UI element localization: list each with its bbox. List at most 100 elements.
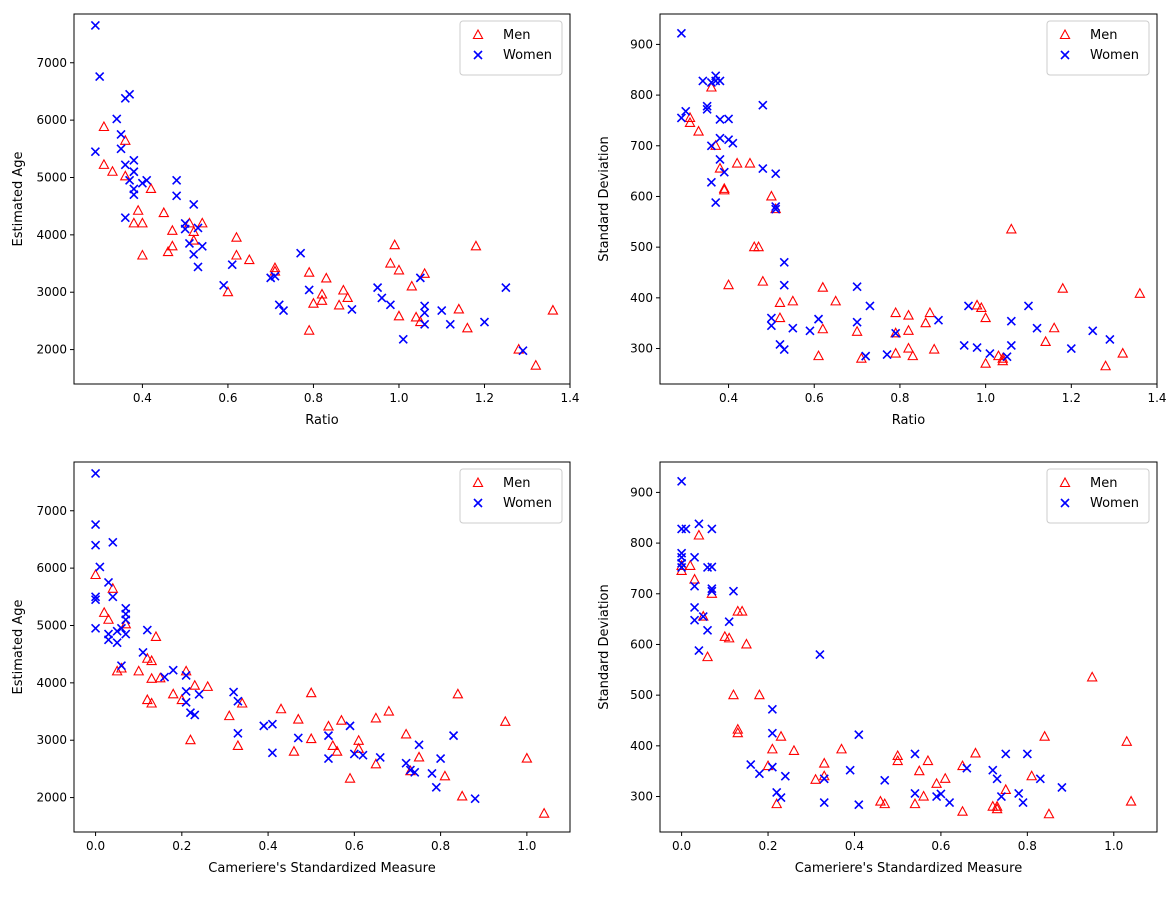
men-marker xyxy=(158,206,170,218)
men-marker xyxy=(718,184,730,195)
women-marker xyxy=(719,167,729,177)
women-marker xyxy=(779,344,789,355)
markers xyxy=(676,476,1137,819)
men-marker xyxy=(413,751,425,762)
y-tick-label: 7000 xyxy=(36,504,67,518)
women-marker xyxy=(415,273,425,283)
women-marker xyxy=(715,154,725,165)
men-marker xyxy=(771,797,783,809)
y-tick-label: 5000 xyxy=(36,618,67,632)
women-marker xyxy=(90,20,100,31)
men-marker xyxy=(753,688,765,700)
women-marker xyxy=(985,349,995,359)
women-marker xyxy=(323,731,334,741)
men-marker xyxy=(736,605,748,616)
women-marker xyxy=(715,76,725,86)
x-tick-label: 1.2 xyxy=(475,391,494,405)
women-marker xyxy=(819,798,829,808)
men-marker xyxy=(1086,671,1098,682)
men-marker xyxy=(167,688,179,699)
women-marker xyxy=(880,775,890,785)
women-marker xyxy=(706,141,716,151)
women-marker xyxy=(1105,334,1115,344)
women-marker xyxy=(137,178,147,188)
markers xyxy=(676,28,1146,371)
plot-area xyxy=(73,13,571,385)
men-marker xyxy=(120,618,132,629)
men-marker xyxy=(90,568,102,580)
women-marker xyxy=(779,280,789,290)
men-marker xyxy=(835,743,848,754)
men-marker xyxy=(189,679,201,690)
women-marker xyxy=(767,728,777,738)
legend-women-marker xyxy=(1060,498,1070,508)
legend-men-label: Men xyxy=(1090,476,1117,491)
x-tick-label: 1.4 xyxy=(560,391,579,405)
men-marker xyxy=(303,324,315,335)
x-tick-label: 0.4 xyxy=(845,839,864,853)
men-marker xyxy=(997,355,1009,366)
women-marker xyxy=(121,629,131,639)
women-marker xyxy=(233,696,243,706)
legend-box xyxy=(1046,468,1150,524)
women-marker xyxy=(681,524,691,534)
y-tick-label: 6000 xyxy=(36,113,67,127)
women-marker xyxy=(972,342,982,353)
men-marker xyxy=(393,310,405,321)
men-marker xyxy=(774,296,786,307)
women-marker xyxy=(805,326,815,336)
women-marker xyxy=(90,540,101,550)
men-marker xyxy=(461,322,473,333)
women-marker xyxy=(160,672,170,682)
women-marker xyxy=(270,271,280,281)
y-axis-label: Standard Deviation xyxy=(597,136,612,261)
men-marker xyxy=(928,343,940,354)
men-marker xyxy=(456,790,468,801)
women-marker xyxy=(193,262,203,272)
y-axis-label: Estimated Age xyxy=(11,152,26,247)
women-marker xyxy=(193,223,203,233)
women-marker xyxy=(771,169,781,179)
men-marker xyxy=(393,264,405,275)
women-marker xyxy=(293,733,303,743)
women-marker xyxy=(184,238,195,249)
women-marker xyxy=(377,293,387,303)
markers xyxy=(90,20,559,370)
y-tick-label: 2000 xyxy=(36,791,67,805)
women-marker xyxy=(95,71,105,82)
women-marker xyxy=(910,749,920,759)
women-marker xyxy=(996,791,1006,802)
women-marker xyxy=(1066,343,1076,354)
y-tick-label: 5000 xyxy=(36,170,67,184)
men-marker xyxy=(1057,282,1069,293)
men-marker xyxy=(1125,795,1137,806)
women-marker xyxy=(125,89,135,99)
women-marker xyxy=(90,623,101,633)
men-marker xyxy=(223,709,235,721)
women-marker xyxy=(219,280,229,290)
men-marker xyxy=(232,739,244,751)
y-tick-label: 500 xyxy=(630,240,653,254)
men-marker xyxy=(918,790,930,801)
women-marker xyxy=(865,301,875,311)
men-marker xyxy=(740,638,752,649)
men-marker xyxy=(353,742,365,753)
legend-women-label: Women xyxy=(1090,496,1139,511)
men-marker xyxy=(817,281,829,292)
men-marker xyxy=(818,757,830,768)
men-marker xyxy=(320,272,332,283)
men-marker xyxy=(196,217,208,228)
men-marker xyxy=(732,727,744,738)
women-marker xyxy=(142,175,152,185)
women-marker xyxy=(1057,782,1067,792)
women-marker xyxy=(229,687,239,697)
x-tick-label: 0.4 xyxy=(719,391,738,405)
men-marker xyxy=(705,81,717,92)
women-marker xyxy=(138,647,148,658)
x-tick-label: 0.6 xyxy=(218,391,237,405)
men-marker xyxy=(913,765,925,776)
men-marker xyxy=(1134,287,1146,298)
women-marker xyxy=(112,638,122,648)
women-marker xyxy=(677,562,687,572)
men-marker xyxy=(774,311,786,323)
